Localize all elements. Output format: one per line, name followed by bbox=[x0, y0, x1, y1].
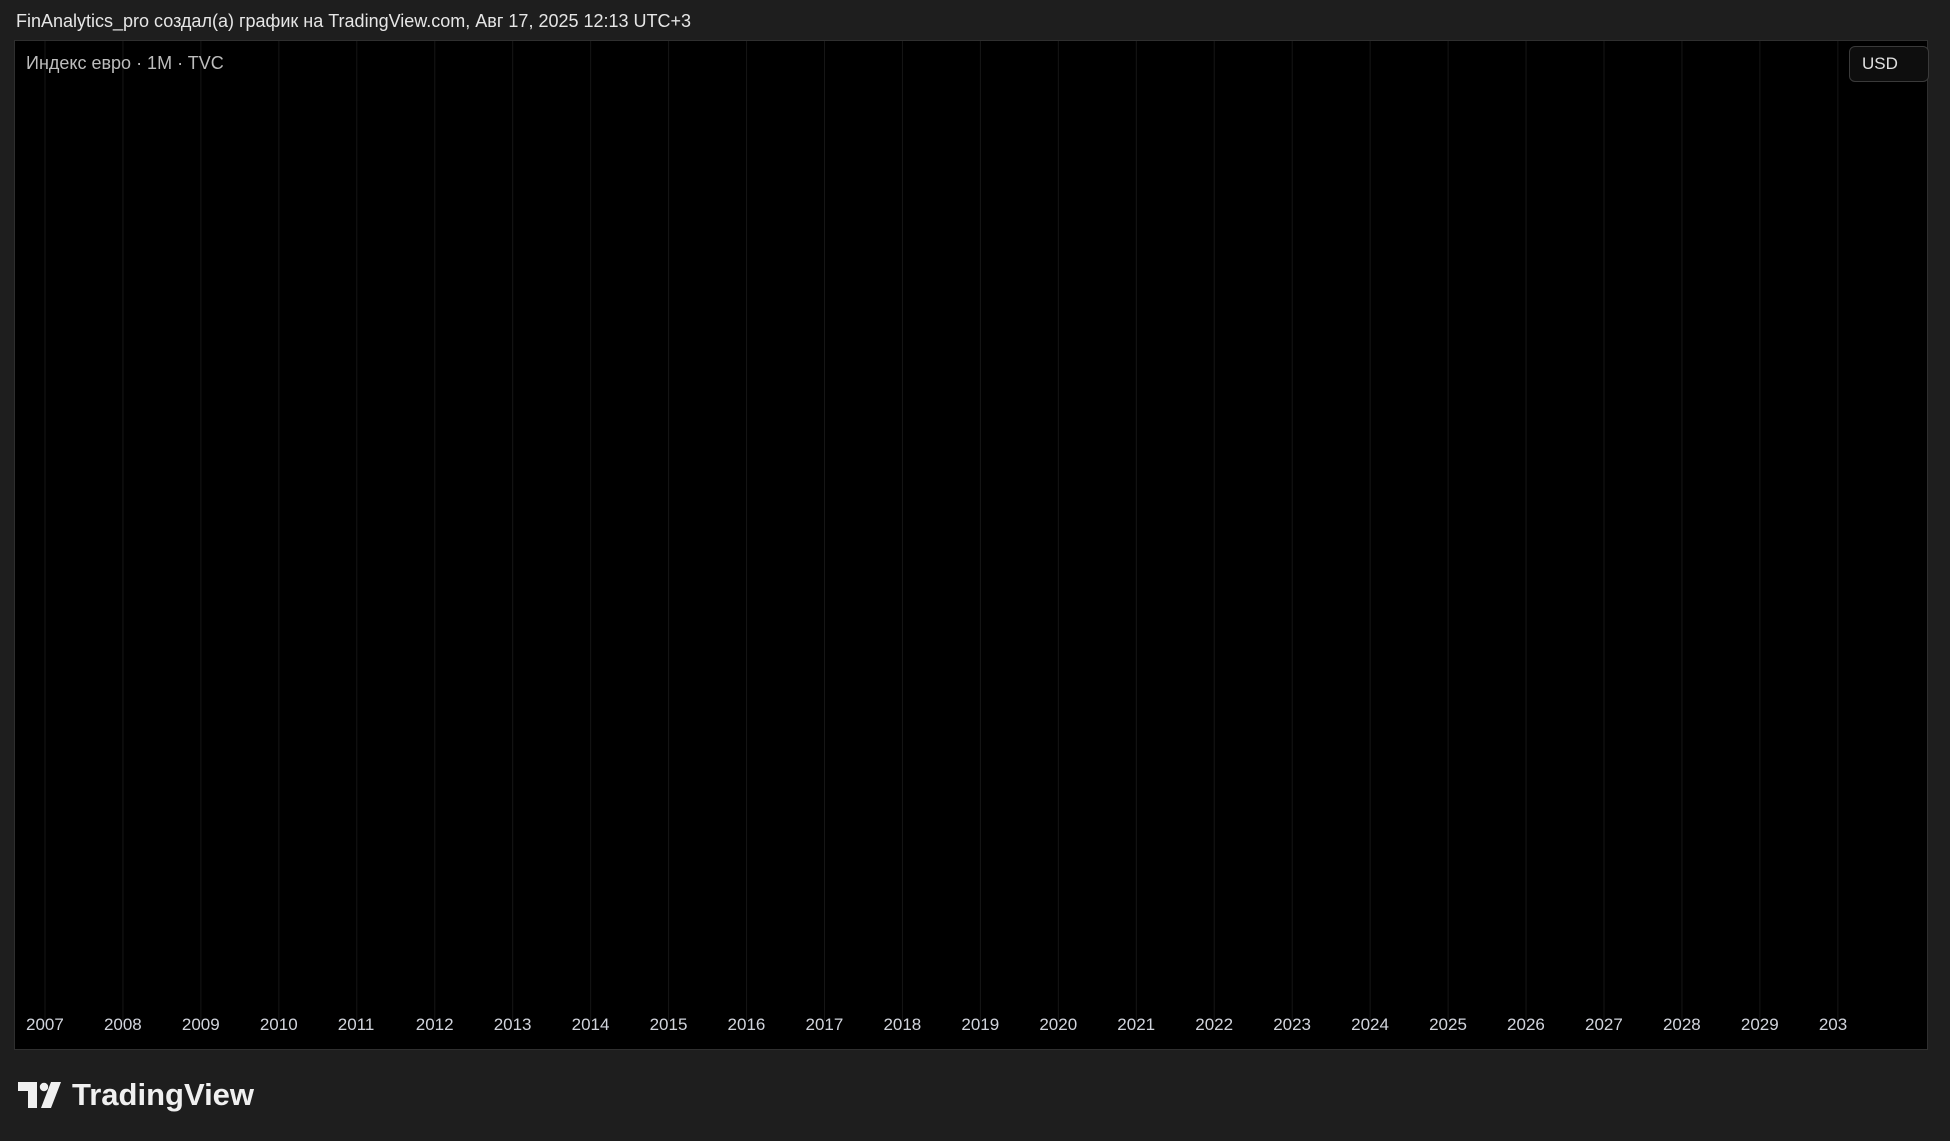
x-axis-tick-label: 2014 bbox=[572, 1015, 610, 1034]
x-axis-tick-label: 2020 bbox=[1039, 1015, 1077, 1034]
x-axis-tick-label: 2029 bbox=[1741, 1015, 1779, 1034]
x-axis-tick-label: 2018 bbox=[883, 1015, 921, 1034]
chart-attribution: FinAnalytics_pro создал(а) график на Tra… bbox=[16, 11, 692, 31]
x-axis-tick-label: 2025 bbox=[1429, 1015, 1467, 1034]
x-axis-tick-label: 2024 bbox=[1351, 1015, 1389, 1034]
chart-pane[interactable]: 2007 2008 2009 2010 2011 2012 2013 2014 2015 2016… bbox=[14, 40, 1928, 1050]
x-axis-tick-label: 2009 bbox=[182, 1015, 220, 1034]
x-axis-tick-label: 2008 bbox=[104, 1015, 142, 1034]
currency-button[interactable]: USD bbox=[1849, 46, 1929, 82]
x-axis-tick-label: 2021 bbox=[1117, 1015, 1155, 1034]
tradingview-logo-icon bbox=[18, 1082, 64, 1108]
x-axis-tick-label: 2015 bbox=[650, 1015, 688, 1034]
x-axis-tick-label: 2026 bbox=[1507, 1015, 1545, 1034]
brand[interactable]: TradingView bbox=[18, 1077, 254, 1113]
x-axis-tick-label: 2017 bbox=[806, 1015, 844, 1034]
x-axis-tick-label: 2007 bbox=[26, 1015, 64, 1034]
x-axis-tick-label: 2028 bbox=[1663, 1015, 1701, 1034]
symbol-legend: Индекс евро · 1M · TVC bbox=[26, 53, 224, 73]
brand-name: TradingView bbox=[72, 1077, 255, 1112]
price-chart[interactable]: 2007 2008 2009 2010 2011 2012 2013 2014 2015 2016… bbox=[15, 41, 1928, 1050]
x-axis-tick-label: 2010 bbox=[260, 1015, 298, 1034]
x-axis-tick-label: 2012 bbox=[416, 1015, 454, 1034]
x-axis-tick-label: 2022 bbox=[1195, 1015, 1233, 1034]
x-axis-tick-label: 2023 bbox=[1273, 1015, 1311, 1034]
x-axis-tick-label: 2016 bbox=[728, 1015, 766, 1034]
x-axis-tick-label: 2019 bbox=[961, 1015, 999, 1034]
x-axis-tick-label: 203 bbox=[1819, 1015, 1847, 1034]
x-axis-tick-label: 2013 bbox=[494, 1015, 532, 1034]
x-axis-tick-label: 2011 bbox=[338, 1015, 375, 1034]
x-axis-tick-label: 2027 bbox=[1585, 1015, 1623, 1034]
